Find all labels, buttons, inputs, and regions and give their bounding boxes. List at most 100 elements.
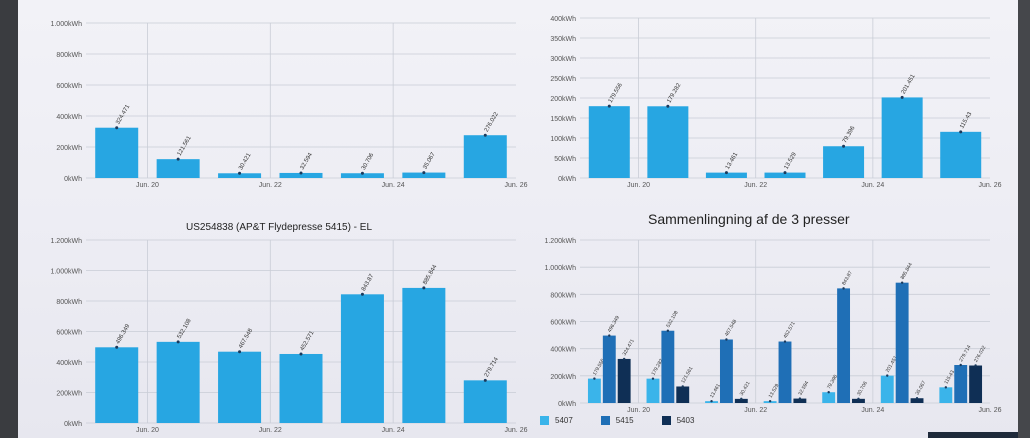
x-tick-label: Jun. 26: [505, 182, 528, 189]
bar: [764, 172, 806, 178]
data-label: 279.714: [484, 356, 500, 378]
x-tick-label: Jun. 22: [744, 407, 767, 414]
bar: [910, 398, 924, 403]
data-point-marker: [483, 133, 487, 137]
y-tick-label: 50kWh: [554, 156, 576, 163]
bar: [646, 378, 660, 403]
data-label: 279.714: [958, 344, 972, 363]
bar: [647, 106, 689, 178]
bar: [852, 398, 865, 403]
bar: [778, 341, 792, 403]
data-point-marker: [607, 104, 611, 108]
data-label: 32.594: [300, 151, 315, 170]
bar: [402, 172, 446, 178]
bar: [602, 335, 616, 403]
data-point-marker: [115, 345, 119, 349]
data-label: 121.561: [177, 135, 193, 157]
chart-panel-top-left: 0kWh 200kWh 400kWh 600kWh 800kWh 1.000kWh Jun.…: [18, 0, 527, 200]
bar: [940, 131, 982, 178]
bar: [719, 339, 733, 403]
data-label: 179.556: [608, 82, 624, 104]
data-label: 532.108: [177, 317, 193, 339]
data-label: 843.87: [361, 273, 376, 292]
bar: [881, 97, 923, 178]
x-tick-label: Jun. 20: [627, 182, 650, 189]
data-label: 35.067: [915, 380, 928, 396]
legend-item-5407[interactable]: 5407: [540, 416, 573, 425]
chart-panel-bottom-left: US254838 (AP&T Flydepresse 5415) - EL 0k…: [18, 215, 527, 438]
data-point-marker: [115, 126, 119, 130]
data-point-marker: [299, 352, 303, 356]
x-tick-label: Jun. 20: [627, 407, 650, 414]
data-point-marker: [915, 397, 919, 400]
data-point-marker: [593, 377, 596, 380]
y-tick-label: 200kWh: [550, 96, 576, 103]
data-point-marker: [783, 171, 787, 175]
x-tick-label: Jun. 20: [136, 427, 159, 434]
data-point-marker: [681, 385, 684, 388]
data-point-marker: [959, 130, 963, 134]
data-label: 121.561: [680, 366, 694, 385]
data-label: 13.461: [725, 151, 740, 170]
x-tick-label: Jun. 22: [259, 427, 282, 434]
data-point-marker: [724, 171, 728, 175]
data-point-marker: [974, 364, 977, 367]
x-tick-label: Jun. 22: [259, 182, 282, 189]
chart-panel-top-right: 0kWh 50kWh 100kWh 150kWh 200kWh 250kWh 300kWh 3…: [528, 0, 1008, 200]
bar: [969, 365, 983, 403]
legend-label: 5403: [676, 416, 695, 425]
x-tick-label: Jun. 24: [382, 182, 405, 189]
taskbar-corner: [928, 432, 1018, 438]
y-tick-label: 150kWh: [550, 116, 576, 123]
y-tick-label: 400kWh: [550, 16, 576, 23]
y-tick-label: 400kWh: [550, 347, 576, 354]
data-point-marker: [725, 338, 728, 341]
data-point-marker: [857, 397, 860, 401]
legend-item-5403[interactable]: 5403: [661, 416, 695, 425]
data-point-marker: [360, 171, 364, 175]
bar: [463, 135, 507, 178]
bar: [837, 288, 851, 403]
data-label: 276.022: [973, 345, 987, 364]
chart-title: Sammenlingning af de 3 presser: [648, 211, 850, 227]
data-point-marker: [900, 281, 904, 284]
monitor-bezel-left: [0, 0, 18, 438]
bar: [218, 173, 262, 178]
chart-title: US254838 (AP&T Flydepresse 5415) - EL: [186, 222, 373, 233]
data-label: 79.396: [842, 125, 857, 144]
dashboard-screen: 0kWh 200kWh 400kWh 600kWh 800kWh 1.000kWh Jun.…: [18, 0, 1018, 438]
data-point-marker: [798, 397, 802, 400]
data-label: 324.471: [115, 103, 131, 125]
data-point-marker: [360, 292, 364, 296]
y-tick-label: 0kWh: [558, 176, 576, 183]
y-tick-label: 1.000kWh: [50, 21, 82, 28]
data-point-marker: [886, 374, 889, 377]
bar: [734, 398, 748, 403]
data-point-marker: [944, 386, 948, 389]
y-tick-label: 0kWh: [558, 401, 576, 408]
bar-chart-top-left: 0kWh 200kWh 400kWh 600kWh 800kWh 1.000kWh Jun.…: [50, 21, 527, 189]
legend-item-5415[interactable]: 5415: [600, 416, 634, 425]
bar: [340, 173, 384, 178]
data-label: 452.571: [300, 330, 316, 352]
data-point-marker: [842, 287, 845, 290]
x-tick-label: Jun. 26: [505, 427, 528, 434]
bar: [95, 127, 139, 178]
data-point-marker: [666, 104, 670, 108]
data-label: 179.282: [666, 82, 682, 104]
y-tick-label: 1.200kWh: [50, 238, 82, 245]
y-tick-label: 1.000kWh: [544, 265, 576, 272]
data-point-marker: [608, 334, 611, 337]
data-point-marker: [622, 357, 626, 361]
data-point-marker: [842, 144, 846, 148]
data-label: 885.844: [422, 264, 438, 286]
x-tick-label: Jun. 24: [861, 182, 884, 189]
data-label: 35.067: [422, 151, 437, 170]
data-point-marker: [666, 329, 670, 332]
chart-panel-bottom-right: Sammenlingning af de 3 presser 0kWh 200kW…: [528, 205, 1008, 438]
bar: [218, 351, 262, 423]
y-tick-label: 800kWh: [550, 292, 576, 299]
data-label: 30.421: [238, 152, 253, 171]
bar-chart-bottom-left: 0kWh 200kWh 400kWh 600kWh 800kWh 1.000kWh 1.20…: [50, 238, 527, 434]
data-label: 452.571: [783, 321, 797, 340]
